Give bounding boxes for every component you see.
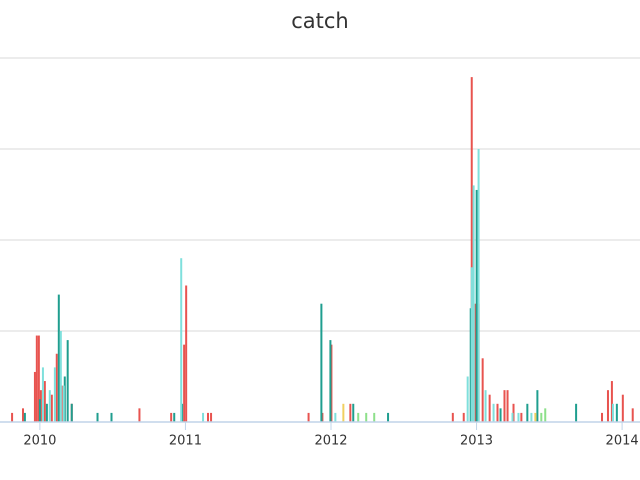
bar <box>503 390 506 422</box>
bar <box>517 412 520 422</box>
bar <box>520 412 523 422</box>
bar <box>470 77 473 423</box>
bar <box>472 185 475 422</box>
bar <box>615 403 618 422</box>
bar <box>352 403 355 422</box>
bar <box>601 412 604 422</box>
bar <box>59 331 62 422</box>
bar <box>39 390 42 422</box>
bar <box>38 399 41 422</box>
bar <box>534 412 537 422</box>
bar <box>57 294 60 422</box>
bar <box>320 303 323 422</box>
bar <box>96 412 99 422</box>
bar <box>499 408 502 422</box>
bar <box>43 381 46 422</box>
bar <box>183 344 186 422</box>
bar <box>170 412 173 422</box>
bar <box>373 412 376 422</box>
bar <box>606 390 609 422</box>
bar <box>334 412 337 422</box>
bar <box>544 408 547 422</box>
bar <box>484 390 487 422</box>
bar <box>475 189 478 422</box>
bar <box>202 412 205 422</box>
bar <box>451 412 454 422</box>
bar <box>63 376 66 422</box>
bar <box>307 412 310 422</box>
bar <box>469 308 472 422</box>
bar <box>55 353 58 422</box>
bar <box>540 412 543 422</box>
bar <box>41 367 44 422</box>
bar <box>321 412 324 422</box>
bar <box>349 403 352 422</box>
bar <box>62 385 65 422</box>
bar <box>492 403 495 422</box>
bar <box>66 340 69 422</box>
bar <box>180 258 183 422</box>
x-tick-label: 2010 <box>23 434 56 449</box>
bar <box>470 267 473 422</box>
bar <box>610 381 613 422</box>
bar <box>138 408 141 422</box>
bar <box>621 394 624 422</box>
bar <box>45 403 48 422</box>
bar <box>37 335 40 422</box>
bar <box>173 412 176 422</box>
x-tick-label: 2012 <box>314 434 347 449</box>
bar <box>48 390 51 422</box>
x-tick-label: 2013 <box>460 434 493 449</box>
bar <box>536 390 539 422</box>
bar <box>110 412 113 422</box>
bar <box>35 335 38 422</box>
bar <box>481 358 484 422</box>
bar <box>342 403 345 422</box>
bar <box>466 376 469 422</box>
bar <box>477 149 480 422</box>
x-tick-label: 2011 <box>169 434 202 449</box>
bar <box>511 412 514 422</box>
bar <box>474 303 477 422</box>
bar <box>488 394 491 422</box>
bar <box>53 367 56 422</box>
bar <box>506 390 509 422</box>
bar <box>33 371 36 422</box>
bar <box>23 412 26 422</box>
bar <box>512 403 515 422</box>
bar <box>631 408 634 422</box>
bar <box>329 340 332 422</box>
bar <box>530 412 533 422</box>
bar <box>462 412 465 422</box>
bar <box>330 344 333 422</box>
bar <box>387 412 390 422</box>
bar <box>185 285 188 422</box>
bar <box>70 403 73 422</box>
bar <box>575 403 578 422</box>
bar <box>50 394 53 422</box>
bar <box>365 412 368 422</box>
bar <box>496 403 499 422</box>
bar <box>526 403 529 422</box>
bar <box>210 412 213 422</box>
x-tick-label: 2014 <box>606 434 639 449</box>
bar <box>611 403 614 422</box>
chart-title: catch <box>291 9 349 33</box>
bar <box>206 412 209 422</box>
bar <box>357 412 360 422</box>
bar <box>21 408 24 422</box>
bar <box>11 412 14 422</box>
